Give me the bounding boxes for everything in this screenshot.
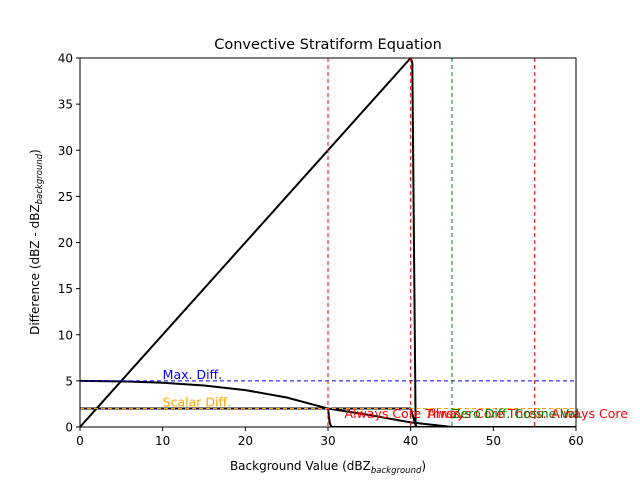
x-tick-label: 0: [76, 434, 84, 448]
reference-label-3: Always Core Thres.: [345, 406, 464, 421]
y-axis-label: Difference (dBZ - dBZbackground): [28, 149, 45, 335]
plot-area: Max. Diff. Scalar Diff. Always Core Thres.…: [79, 57, 629, 428]
y-tick-label: 5: [65, 374, 73, 388]
series-line-2: [80, 379, 453, 427]
reference-label-2: Scalar Diff.: [163, 395, 231, 410]
x-tick-label: 60: [568, 434, 583, 448]
x-tick-label: 10: [155, 434, 170, 448]
x-axis-label-main: Background Value (dBZ: [230, 459, 371, 473]
y-tick-label: 10: [58, 328, 73, 342]
x-tick-label: 30: [320, 434, 335, 448]
y-axis: 0 5 10 15 20 25 30 35 40: [58, 52, 80, 435]
y-axis-label-close: ): [28, 149, 42, 154]
reference-label-1: Max. Diff.: [163, 367, 222, 382]
x-tick-label: 20: [238, 434, 253, 448]
x-axis-label: Background Value (dBZbackground): [230, 459, 426, 476]
x-axis-label-subscript: background: [371, 466, 422, 476]
reference-label-layer: Max. Diff. Scalar Diff. Always Core Thres.…: [163, 367, 629, 421]
reference-label-5: Zero Diff. Cosine Val.: [452, 406, 583, 421]
reference-label-6: Always Core: [551, 406, 628, 421]
x-axis-label-close: ): [421, 459, 426, 473]
x-tick-label: 50: [486, 434, 501, 448]
reference-label-4: Always Core Thres.: [427, 406, 546, 421]
y-axis-label-main: Difference (dBZ - dBZ: [28, 204, 42, 334]
reference-line-layer: [80, 58, 576, 427]
y-tick-label: 0: [65, 421, 73, 435]
series-line-3: [80, 407, 576, 427]
series-line-1: [80, 58, 417, 427]
y-axis-label-subscript: background: [35, 153, 45, 204]
y-tick-label: 30: [58, 144, 73, 158]
y-tick-label: 35: [58, 98, 73, 112]
y-tick-label: 15: [58, 282, 73, 296]
y-tick-label: 40: [58, 52, 73, 66]
chart-title: Convective Stratiform Equation: [214, 37, 442, 53]
x-tick-label: 40: [403, 434, 418, 448]
x-axis: 0 10 20 30 40 50 60: [76, 427, 584, 448]
y-tick-label: 25: [58, 190, 73, 204]
y-tick-label: 20: [58, 236, 73, 250]
